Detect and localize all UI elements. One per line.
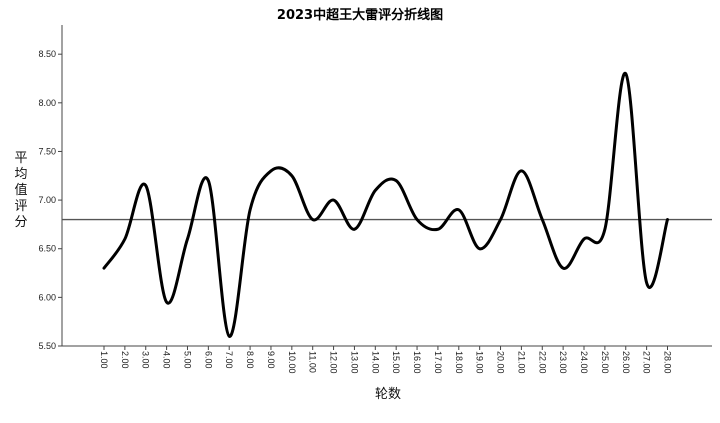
- x-tick-label: 22.00: [537, 351, 547, 374]
- chart-title: 2023中超王大雷评分折线图: [277, 7, 443, 23]
- y-axis-label-char: 平: [14, 151, 27, 166]
- y-tick-label: 7.50: [38, 146, 56, 156]
- plot-area: 5.50 6.00 6.50 7.00 7.50 8.00 8.50 1.00 2.00 3.00…: [38, 25, 712, 374]
- x-tick-label: 4.00: [162, 351, 172, 369]
- x-tick-label: 25.00: [600, 351, 610, 374]
- x-tick-label: 26.00: [621, 351, 631, 374]
- x-tick-label: 9.00: [266, 351, 276, 369]
- x-tick-label: 11.00: [308, 351, 318, 373]
- y-axis-label-char: 均: [14, 167, 27, 182]
- x-tick-label: 1.00: [99, 351, 109, 369]
- x-tick-label: 5.00: [182, 351, 192, 369]
- y-tick-label: 6.50: [38, 244, 56, 254]
- y-tick-label: 7.00: [38, 195, 56, 205]
- x-axis-label: 轮数: [375, 387, 401, 402]
- x-tick-label: 23.00: [558, 351, 568, 374]
- x-tick-label: 14.00: [370, 351, 380, 374]
- x-tick-label: 2.00: [120, 351, 130, 369]
- x-tick-label: 28.00: [662, 351, 672, 374]
- y-tick-label: 5.50: [38, 341, 56, 351]
- x-tick-label: 24.00: [579, 351, 589, 374]
- y-tick-label: 8.00: [38, 98, 56, 108]
- x-tick-label: 17.00: [433, 351, 443, 374]
- y-axis-label-char: 分: [14, 215, 27, 230]
- x-tick-label: 27.00: [642, 351, 652, 374]
- y-tick-label: 8.50: [38, 49, 56, 59]
- y-tick-label: 6.00: [38, 292, 56, 302]
- x-tick-label: 16.00: [412, 351, 422, 374]
- x-tick-label: 20.00: [496, 351, 506, 374]
- x-tick-label: 3.00: [141, 351, 151, 369]
- x-tick-label: 7.00: [224, 351, 234, 369]
- x-tick-label: 13.00: [349, 351, 359, 374]
- series-line: [102, 72, 669, 338]
- y-axis-label-char: 评: [14, 199, 27, 214]
- x-tick-label: 19.00: [475, 351, 485, 374]
- x-tick-label: 10.00: [287, 351, 297, 374]
- x-tick-label: 12.00: [329, 351, 339, 374]
- y-axis-label-char: 值: [14, 182, 27, 198]
- x-tick-label: 21.00: [516, 351, 526, 374]
- x-tick-label: 8.00: [245, 351, 255, 369]
- x-tick-label: 15.00: [391, 351, 401, 374]
- x-tick-label: 6.00: [203, 351, 213, 369]
- x-tick-label: 18.00: [454, 351, 464, 374]
